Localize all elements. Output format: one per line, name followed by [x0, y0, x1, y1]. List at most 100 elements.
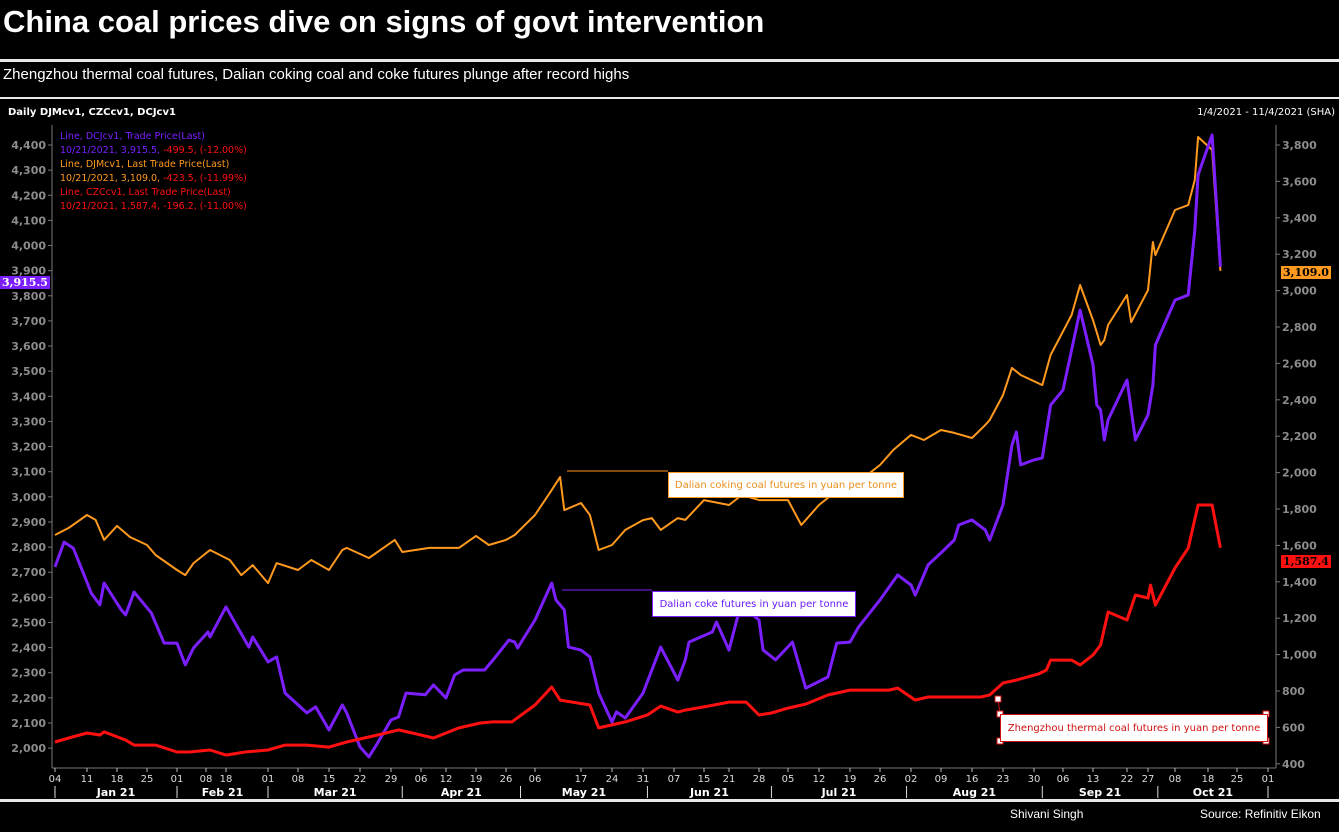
x-tick-label: 01 — [171, 774, 184, 785]
left-tick-label: 3,700 — [11, 315, 46, 328]
x-tick-label: 12 — [813, 774, 826, 785]
left-tick-label: 4,300 — [11, 164, 46, 177]
month-label: Jul 21 — [821, 786, 857, 799]
right-tick-label: 800 — [1282, 685, 1305, 698]
x-tick-label: 08 — [1169, 774, 1182, 785]
month-label: Sep 21 — [1079, 786, 1121, 799]
x-tick-label: 01 — [262, 774, 275, 785]
x-tick-label: 27 — [1142, 774, 1155, 785]
x-tick-label: 19 — [844, 774, 857, 785]
left-tick-label: 3,800 — [11, 290, 46, 303]
legend-label: Line, DJMcv1, Last Trade Price(Last) — [60, 159, 230, 170]
left-tick-label: 3,300 — [11, 415, 46, 428]
x-tick-label: 19 — [470, 774, 483, 785]
month-label: Aug 21 — [953, 786, 996, 799]
right-tick-label: 3,400 — [1282, 212, 1317, 225]
x-tick-label: 06 — [1057, 774, 1070, 785]
left-tick-label: 2,400 — [11, 642, 46, 655]
x-tick-label: 16 — [966, 774, 979, 785]
left-tick-label: 3,000 — [11, 491, 46, 504]
footer-source: Source: Refinitiv Eikon — [1200, 807, 1321, 821]
legend-value: 10/21/2021, 1,587.4, — [60, 201, 161, 212]
x-tick-label: 15 — [698, 774, 711, 785]
left-tick-label: 4,000 — [11, 240, 46, 253]
x-tick-label: 31 — [637, 774, 650, 785]
x-tick-label: 25 — [1231, 774, 1244, 785]
left-tick-label: 2,200 — [11, 692, 46, 705]
chart-header — [0, 103, 1339, 123]
x-tick-label: 24 — [606, 774, 619, 785]
x-tick-label: 18 — [1202, 774, 1215, 785]
page-subtitle: Zhengzhou thermal coal futures, Dalian c… — [3, 66, 630, 83]
right-tick-label: 1,400 — [1282, 576, 1317, 589]
x-tick-label: 26 — [874, 774, 887, 785]
annotation-handle — [994, 695, 1002, 703]
x-tick-label: 07 — [668, 774, 681, 785]
legend-entry-thermal-coal: Line, CZCcv1, Last Trade Price(Last) 10/… — [60, 186, 247, 214]
annotation-coking-coal: Dalian coking coal futures in yuan per t… — [668, 472, 904, 498]
left-tick-label: 4,100 — [11, 214, 46, 227]
annotation-thermal-coal: Zhengzhou thermal coal futures in yuan p… — [1000, 714, 1268, 742]
x-tick-label: 05 — [782, 774, 795, 785]
footer-author: Shivani Singh — [1010, 807, 1084, 821]
series-codes: Daily DJMcv1, CZCcv1, DCJcv1 — [8, 107, 176, 118]
x-tick-label: 21 — [723, 774, 736, 785]
month-label: Mar 21 — [314, 786, 357, 799]
right-tick-label: 3,800 — [1282, 139, 1317, 152]
x-tick-label: 04 — [49, 774, 62, 785]
x-tick-label: 06 — [415, 774, 428, 785]
legend-change: -196.2, (-11.00%) — [160, 201, 247, 212]
right-tick-label: 600 — [1282, 721, 1305, 734]
left-tick-label: 2,300 — [11, 667, 46, 680]
right-tick-label: 2,600 — [1282, 357, 1317, 370]
month-label: Feb 21 — [202, 786, 244, 799]
x-tick-label: 11 — [81, 774, 94, 785]
legend-change: -499.5, (-12.00%) — [160, 145, 247, 156]
right-tick-label: 3,600 — [1282, 175, 1317, 188]
left-tick-label: 2,800 — [11, 541, 46, 554]
left-tick-label: 3,200 — [11, 441, 46, 454]
x-tick-label: 30 — [1028, 774, 1041, 785]
value-tag-coking-coal: 3,109.0 — [1281, 266, 1331, 279]
left-tick-label: 3,900 — [11, 265, 46, 278]
annotation-coke: Dalian coke futures in yuan per tonne — [652, 591, 856, 617]
divider — [0, 97, 1339, 99]
legend-label: Line, CZCcv1, Last Trade Price(Last) — [60, 187, 231, 198]
x-tick-label: 25 — [141, 774, 154, 785]
x-tick-label: 17 — [575, 774, 588, 785]
x-tick-label: 18 — [220, 774, 233, 785]
month-label: May 21 — [562, 786, 606, 799]
x-tick-label: 22 — [1121, 774, 1134, 785]
left-tick-label: 2,100 — [11, 717, 46, 730]
x-tick-label: 02 — [905, 774, 918, 785]
left-tick-label: 3,500 — [11, 365, 46, 378]
divider — [0, 59, 1339, 62]
legend-value: 10/21/2021, 3,109.0, — [60, 173, 161, 184]
legend-entry-coking-coal: Line, DJMcv1, Last Trade Price(Last) 10/… — [60, 158, 247, 186]
right-tick-label: 2,000 — [1282, 467, 1317, 480]
x-tick-label: 23 — [997, 774, 1010, 785]
page-title: China coal prices dive on signs of govt … — [3, 4, 765, 39]
left-tick-label: 2,900 — [11, 516, 46, 529]
coke-line — [53, 133, 1222, 759]
x-tick-label: 09 — [935, 774, 948, 785]
right-tick-label: 1,000 — [1282, 649, 1317, 662]
x-tick-label: 01 — [1262, 774, 1275, 785]
x-tick-label: 28 — [753, 774, 766, 785]
left-tick-label: 3,600 — [11, 340, 46, 353]
right-tick-label: 2,800 — [1282, 321, 1317, 334]
date-range: 1/4/2021 - 11/4/2021 (SHA) — [1197, 107, 1335, 118]
month-label: Jun 21 — [689, 786, 729, 799]
legend-entry-coke: Line, DCJcv1, Trade Price(Last) 10/21/20… — [60, 130, 247, 158]
left-tick-label: 2,500 — [11, 616, 46, 629]
left-tick-label: 3,100 — [11, 466, 46, 479]
x-tick-label: 12 — [440, 774, 453, 785]
left-tick-label: 4,200 — [11, 189, 46, 202]
x-tick-label: 15 — [323, 774, 336, 785]
left-tick-label: 4,400 — [11, 139, 46, 152]
right-tick-label: 400 — [1282, 758, 1305, 771]
right-tick-label: 1,200 — [1282, 612, 1317, 625]
coking-coal-line — [54, 136, 1222, 585]
x-tick-label: 26 — [500, 774, 513, 785]
